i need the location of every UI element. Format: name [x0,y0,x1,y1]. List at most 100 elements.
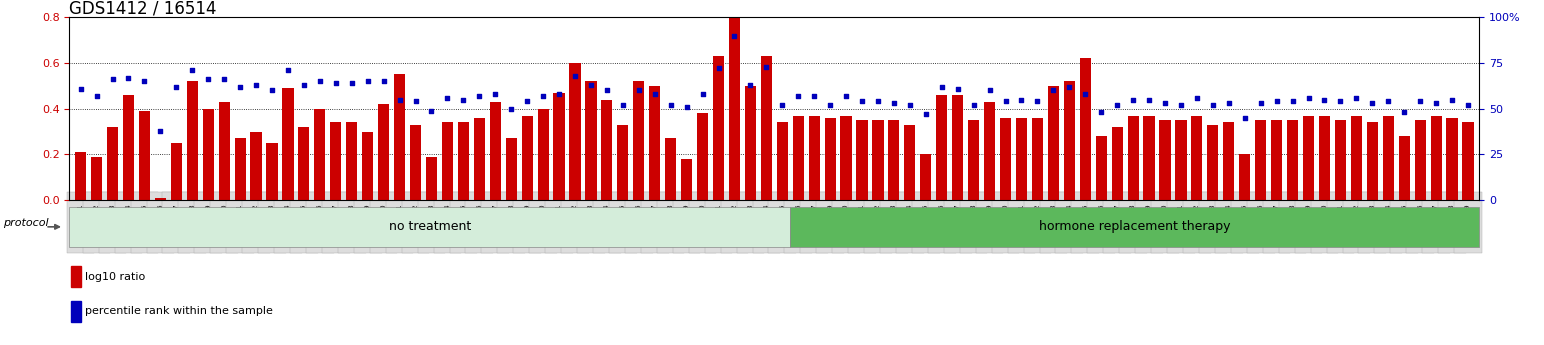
Bar [1192,116,1203,200]
Text: no treatment: no treatment [389,220,471,233]
Text: hormone replacement therapy: hormone replacement therapy [1039,220,1231,233]
Point [1010,97,1034,102]
Bar [474,118,485,200]
Point [642,91,667,97]
Bar [1064,81,1075,200]
Bar [1271,120,1282,200]
Point [594,88,619,93]
Point [229,84,253,89]
Point [292,82,317,88]
Bar [1048,86,1059,200]
Bar [601,99,613,200]
Bar [1127,116,1138,200]
Bar [1160,120,1170,200]
Bar [1430,116,1442,200]
Point [435,95,460,100]
Point [1136,97,1161,102]
Bar [330,122,341,200]
Bar [426,157,437,200]
Point [244,82,269,88]
Point [259,88,284,93]
Point [849,99,874,104]
Point [866,99,891,104]
Point [418,108,443,113]
Point [466,93,491,99]
Bar [648,86,661,200]
Point [133,79,157,84]
Bar [1223,122,1234,200]
Point [148,128,173,134]
Point [1249,100,1274,106]
Point [275,68,300,73]
Point [690,91,715,97]
Point [100,77,125,82]
Point [1169,102,1194,108]
Point [1184,95,1209,100]
Point [323,80,347,86]
Point [1456,102,1481,108]
Bar [968,120,979,200]
Bar [936,95,948,200]
Point [1439,97,1464,102]
Bar [984,102,996,200]
Bar [139,111,150,200]
Bar [809,116,820,200]
Bar [1016,118,1027,200]
Bar [681,159,692,200]
Point [403,99,428,104]
Bar [1462,122,1473,200]
Bar [219,102,230,200]
Text: protocol: protocol [3,218,49,228]
Bar [283,88,293,200]
Bar [315,109,326,200]
Bar [1207,125,1218,200]
Point [388,97,412,102]
Bar [1255,120,1266,200]
Point [1073,91,1098,97]
Point [818,102,843,108]
Bar [394,75,405,200]
Point [514,99,539,104]
Bar [953,95,963,200]
Bar [618,125,628,200]
Point [738,82,763,88]
Point [977,88,1002,93]
Bar [729,0,740,200]
Point [1295,95,1320,100]
Bar [1366,122,1377,200]
Point [164,84,188,89]
Bar [1351,116,1362,200]
Point [181,68,205,73]
Bar [171,143,182,200]
Bar [522,116,533,200]
Bar [250,131,261,200]
Point [770,102,795,108]
Point [579,82,604,88]
Point [1058,84,1082,89]
Text: log10 ratio: log10 ratio [85,272,145,282]
Point [1121,97,1146,102]
Point [610,102,635,108]
Point [1265,99,1289,104]
Bar [633,81,644,200]
Point [723,33,747,38]
Bar [1096,136,1107,200]
Bar [713,56,724,200]
Point [547,91,571,97]
Point [1391,110,1416,115]
Point [307,79,332,84]
Bar [824,118,835,200]
Bar [202,109,213,200]
Point [1343,95,1368,100]
Point [706,66,730,71]
Bar [235,138,245,200]
Point [962,102,987,108]
Bar [363,131,374,200]
Point [1025,99,1050,104]
Point [897,102,922,108]
Bar [1031,118,1044,200]
Bar [537,109,548,200]
Bar [378,104,389,200]
Point [1089,110,1113,115]
Bar [1319,116,1329,200]
